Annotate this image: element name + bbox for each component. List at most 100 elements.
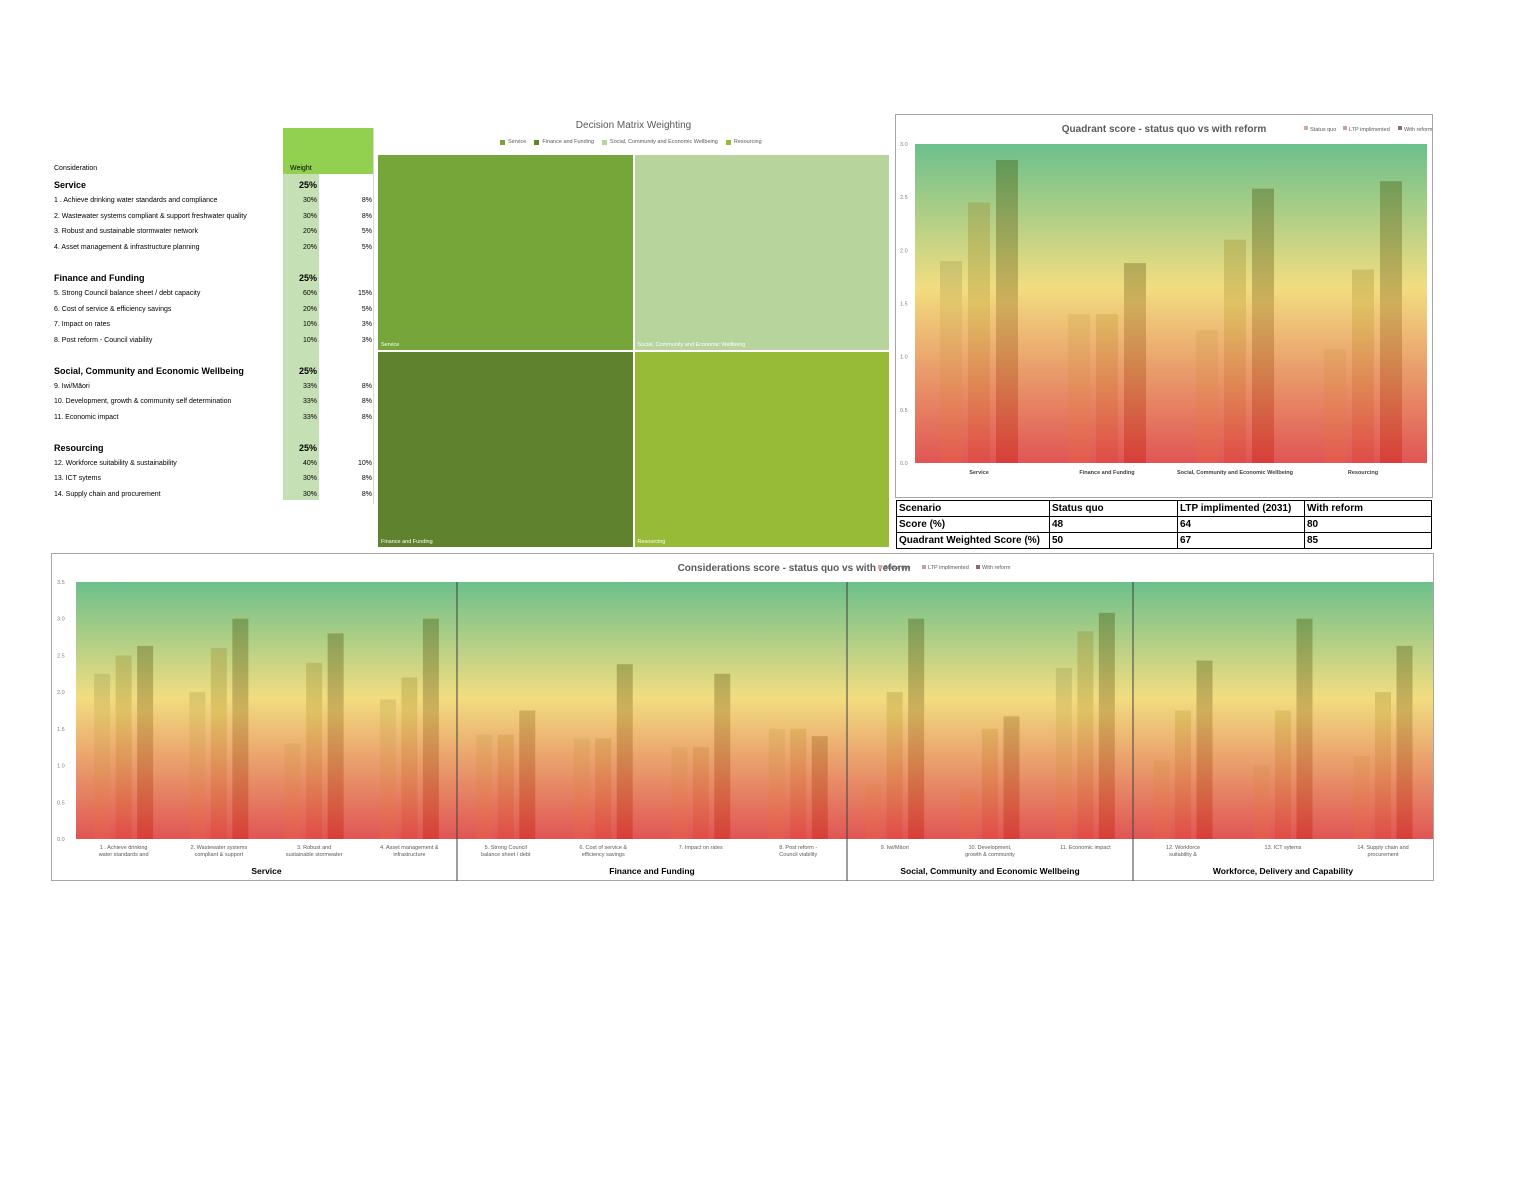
bar (519, 710, 536, 839)
bar (306, 662, 323, 839)
bar (714, 673, 731, 839)
treemap-legend: Service Finance and Funding Social, Commun… (500, 139, 762, 145)
x-tick-label: suitability & (1169, 852, 1197, 858)
consideration-row: 10. Development, growth & community self… (50, 395, 374, 409)
x-tick-label: 1 . Achieve drinking (100, 845, 148, 851)
bar (379, 699, 396, 839)
bar (1396, 645, 1413, 839)
legend-swatch (1304, 126, 1308, 130)
x-tick-label: 5. Strong Council (485, 845, 527, 851)
weight-table: Consideration Weight Service 25% 1 . Achie… (50, 128, 374, 504)
legend-label: Finance and Funding (542, 139, 595, 145)
bar (115, 655, 132, 839)
consideration-row: 2. Wastewater systems compliant & suppor… (50, 210, 374, 224)
consideration-label: 4. Asset management & infrastructure pla… (54, 244, 200, 251)
legend-label: With reform (982, 565, 1011, 571)
weight-table-header: Consideration Weight (50, 162, 374, 176)
bar (1003, 716, 1020, 839)
summary-cell: 85 (1304, 532, 1432, 549)
bar (1096, 314, 1118, 463)
weight-value: 40% (302, 460, 317, 467)
bar (595, 738, 612, 839)
consideration-row: 5. Strong Council balance sheet / debt c… (50, 287, 374, 301)
x-tick-label: growth & community (965, 852, 1015, 858)
category-label: Resourcing (54, 443, 104, 453)
bar (1175, 710, 1191, 839)
bar (284, 743, 301, 839)
bar (1196, 330, 1218, 463)
legend-swatch (922, 565, 926, 569)
legend-item: Service (500, 139, 526, 145)
bar (1380, 181, 1402, 463)
bar (573, 738, 590, 839)
weight-value: 20% (302, 228, 317, 235)
y-tick-label: 2.5 (900, 195, 908, 201)
y-tick-label: 0.0 (900, 461, 908, 467)
category-label: Social, Community and Economic Wellbeing (54, 366, 244, 376)
bar (1153, 760, 1170, 839)
plot-background (915, 144, 1427, 463)
table-divider (373, 128, 374, 504)
plot-background (76, 582, 1433, 839)
weight-value: 33% (302, 414, 317, 421)
x-tick-label: 7. Impact on rates (679, 845, 723, 851)
bar (401, 677, 418, 839)
legend-label: Status quo (1310, 127, 1336, 133)
bar (1077, 631, 1094, 839)
overall-weight-value: 5% (361, 228, 372, 235)
summary-cell: 50 (1049, 532, 1178, 549)
bar (1275, 710, 1291, 839)
weight-value: 30% (302, 213, 317, 220)
weight-value: 25% (298, 366, 317, 376)
y-tick-label: 0.0 (57, 837, 65, 843)
bar (137, 645, 154, 839)
y-tick-label: 1.0 (900, 355, 908, 361)
bar (497, 734, 514, 839)
overall-weight-value: 10% (357, 460, 372, 467)
consideration-row: 8. Post reform - Council viability 10% 3% (50, 334, 374, 348)
bar (940, 260, 962, 463)
bar (1224, 239, 1246, 463)
overall-weight-value: 8% (361, 197, 372, 204)
bar (1124, 263, 1146, 463)
consideration-row: 3. Robust and sustainable stormwater net… (50, 225, 374, 239)
consideration-header: Consideration (54, 165, 98, 172)
bar (210, 648, 227, 839)
bar (1375, 692, 1391, 839)
bar (768, 728, 785, 839)
x-tick-label: Social, Community and Economic Wellbeing (1177, 470, 1293, 476)
y-tick-label: 0.5 (57, 800, 65, 806)
bar (692, 747, 709, 839)
x-tick-label: Service (969, 470, 989, 476)
chart-title: Considerations score - status quo vs wit… (678, 563, 911, 574)
y-tick-label: 2.0 (900, 248, 908, 254)
considerations-chart-svg: Considerations score - status quo vs wit… (57, 563, 1433, 881)
bar (1352, 269, 1374, 463)
legend-item: Resourcing (725, 139, 762, 145)
treemap-cell: Finance and Funding (377, 351, 634, 548)
summary-header-cell: LTP implimented (2031) (1177, 500, 1305, 517)
bar (865, 783, 882, 839)
summary-cell: 48 (1049, 516, 1178, 533)
overall-weight-value: 15% (357, 290, 372, 297)
bar (886, 692, 903, 839)
x-tick-label: 14. Supply chain and (1357, 845, 1408, 851)
legend-swatch (602, 139, 608, 145)
x-tick-label: 8. Post reform - (779, 845, 817, 851)
bar (1098, 612, 1115, 839)
y-tick-label: 2.0 (57, 690, 65, 696)
legend-swatch (500, 139, 505, 145)
x-tick-label: 2. Wastewater systems (191, 845, 248, 851)
overall-weight-value: 8% (361, 383, 372, 390)
category-label: Finance and Funding (54, 273, 145, 283)
summary-header-cell: With reform (1304, 500, 1432, 517)
summary-cell: Quadrant Weighted Score (%) (896, 532, 1050, 549)
weight-value: 33% (302, 383, 317, 390)
legend-label: LTP implimented (1349, 127, 1390, 133)
consideration-row: 6. Cost of service & efficiency savings 2… (50, 303, 374, 317)
consideration-label: 10. Development, growth & community self… (54, 398, 232, 405)
x-tick-label: 4. Asset management & (380, 845, 439, 851)
weight-value: 33% (302, 398, 317, 405)
bar (790, 728, 807, 839)
weight-value: 10% (302, 321, 317, 328)
